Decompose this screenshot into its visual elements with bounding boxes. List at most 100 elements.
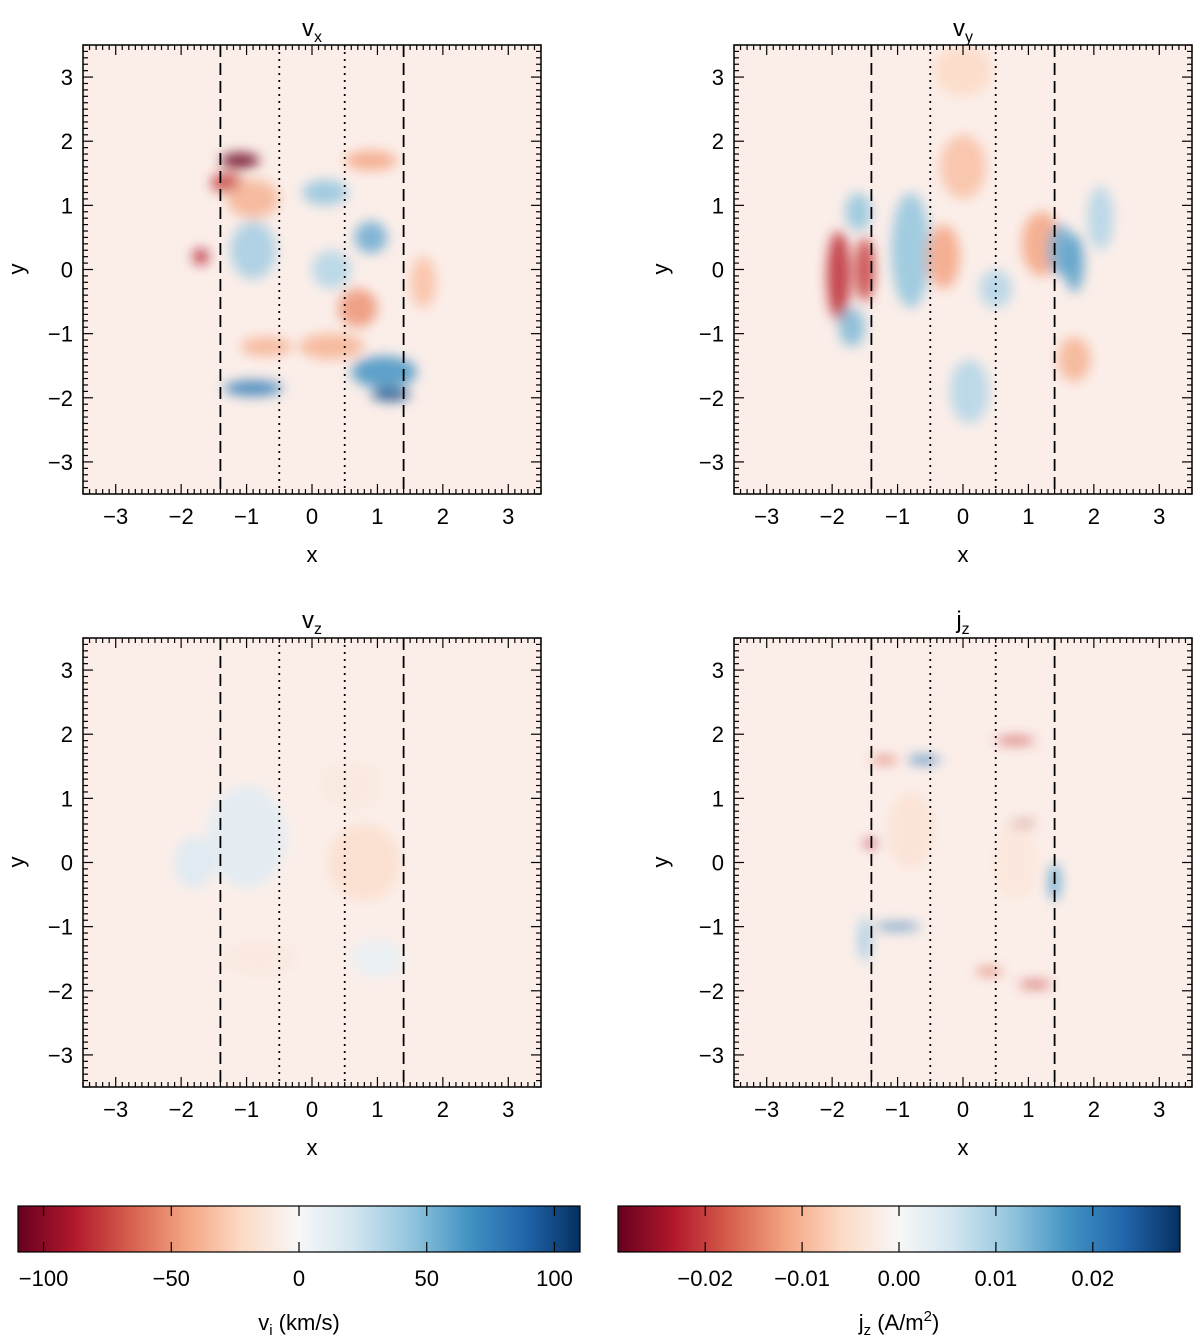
heatmap-cell [338, 288, 378, 328]
colorbar-tick-label: 0.00 [878, 1266, 921, 1291]
panel-vx-guides [219, 45, 405, 494]
colorbar-current-label-units: (A/m [871, 1310, 924, 1335]
x-tick-label: −3 [754, 504, 779, 529]
y-tick-label: 2 [712, 129, 724, 154]
panel-jz-guides [870, 638, 1056, 1087]
y-tick-label: −1 [699, 915, 724, 940]
heatmap-cell [410, 256, 437, 308]
heatmap-cell [995, 737, 1035, 744]
x-tick-label: −2 [820, 1097, 845, 1122]
panel-vy-title: vy [953, 15, 973, 46]
heatmap-cell [907, 756, 941, 764]
y-tick-label: −1 [48, 915, 73, 940]
colorbar-current: −0.02 −0.01 0.00 0.01 0.02 jz (A/m2) [617, 1205, 1181, 1339]
panel-vx-title-sub: x [314, 29, 322, 46]
panel-vy-title-main: v [953, 15, 965, 42]
panel-vx-xlabel: x [307, 542, 318, 567]
heatmap-background [734, 638, 1192, 1087]
y-tick-label: −1 [699, 322, 724, 347]
heatmap-cell [992, 824, 1039, 901]
colorbar-velocity-label-main: v [258, 1310, 269, 1335]
x-tick-label: −3 [754, 1097, 779, 1122]
panel-jz: jz −3 −3 −2 −2 −1 −1 0 0 1 1 2 2 3 3 x y [648, 607, 1193, 1160]
y-tick-label: 2 [61, 722, 73, 747]
panel-jz-title-main: j [955, 607, 961, 634]
x-tick-label: 3 [502, 504, 514, 529]
heatmap-cell [220, 152, 260, 169]
colorbar-current-label-sub: z [864, 1322, 872, 1339]
panel-vz-xlabel: x [307, 1135, 318, 1160]
panel-jz-heatmap [734, 638, 1192, 1087]
heatmap-cell [351, 939, 404, 978]
heatmap-features [826, 45, 1114, 424]
panel-vz-title: vz [302, 607, 322, 638]
panel-vz-heatmap [83, 638, 541, 1087]
heatmap-cell [223, 380, 283, 396]
panel-vy-ticks: −3 −3 −2 −2 −1 −1 0 0 1 1 2 2 3 3 [699, 44, 1193, 529]
y-tick-label: −3 [48, 450, 73, 475]
panel-jz-xlabel: x [958, 1135, 969, 1160]
y-tick-label: 1 [61, 193, 73, 218]
heatmap-background [83, 638, 541, 1087]
colorbar-velocity-ticks: −100 −50 0 50 100 [19, 1206, 573, 1291]
colorbar-tick-label: 0.01 [974, 1266, 1017, 1291]
colorbar-current-label: jz (A/m2) [858, 1308, 940, 1339]
y-tick-label: 0 [61, 258, 73, 283]
heatmap-cell [1057, 336, 1091, 382]
heatmap-features [858, 737, 1062, 988]
x-tick-label: −3 [103, 504, 128, 529]
y-tick-label: 1 [712, 193, 724, 218]
heatmap-cell [226, 179, 280, 219]
panel-vz-guides [219, 638, 405, 1087]
x-tick-label: 1 [371, 504, 383, 529]
x-tick-label: 2 [437, 1097, 449, 1122]
heatmap-cell [354, 221, 388, 254]
x-tick-label: −1 [234, 1097, 259, 1122]
heatmap-cell [174, 836, 214, 889]
y-tick-label: −3 [48, 1043, 73, 1068]
panel-vx-ylabel: y [4, 264, 29, 275]
x-tick-label: 0 [306, 1097, 318, 1122]
heatmap-cell [328, 824, 401, 901]
x-tick-label: 2 [1088, 504, 1100, 529]
x-tick-label: 0 [957, 504, 969, 529]
y-tick-label: 3 [712, 658, 724, 683]
x-tick-label: 3 [1153, 504, 1165, 529]
y-tick-label: 0 [712, 258, 724, 283]
heatmap-cell [949, 359, 990, 424]
heatmap-cell [1064, 234, 1084, 292]
panel-vz-ticks: −3 −3 −2 −2 −1 −1 0 0 1 1 2 2 3 3 [48, 637, 542, 1122]
heatmap-cell [838, 308, 865, 347]
y-tick-label: 1 [712, 786, 724, 811]
heatmap-cell [344, 150, 398, 171]
heatmap-cell [318, 759, 384, 812]
y-tick-label: −2 [699, 979, 724, 1004]
colorbar-current-label-main: j [858, 1310, 864, 1335]
y-tick-label: −2 [699, 386, 724, 411]
panel-jz-ylabel: y [648, 857, 673, 868]
colorbar-tick-label: 0.02 [1071, 1266, 1114, 1291]
panel-vy-xlabel: x [958, 542, 969, 567]
panel-vy-ylabel: y [648, 264, 673, 275]
x-tick-label: 0 [957, 1097, 969, 1122]
panel-vx-heatmap [83, 45, 541, 494]
y-tick-label: 2 [712, 722, 724, 747]
heatmap-cell [858, 917, 872, 962]
y-tick-label: 2 [61, 129, 73, 154]
heatmap-cell [230, 221, 276, 280]
y-tick-label: −3 [699, 1043, 724, 1068]
panel-vz: vz −3 −3 −2 −2 −1 −1 0 0 1 1 2 2 3 3 x y [4, 607, 542, 1160]
heatmap-cell [927, 224, 960, 289]
x-tick-label: −1 [234, 504, 259, 529]
x-tick-label: −3 [103, 1097, 128, 1122]
x-tick-label: −1 [885, 504, 910, 529]
y-tick-label: 0 [712, 851, 724, 876]
heatmap-cell [220, 939, 299, 978]
y-tick-label: 3 [61, 658, 73, 683]
x-tick-label: 2 [437, 504, 449, 529]
colorbar-current-label-close: ) [932, 1310, 939, 1335]
x-tick-label: −2 [169, 1097, 194, 1122]
